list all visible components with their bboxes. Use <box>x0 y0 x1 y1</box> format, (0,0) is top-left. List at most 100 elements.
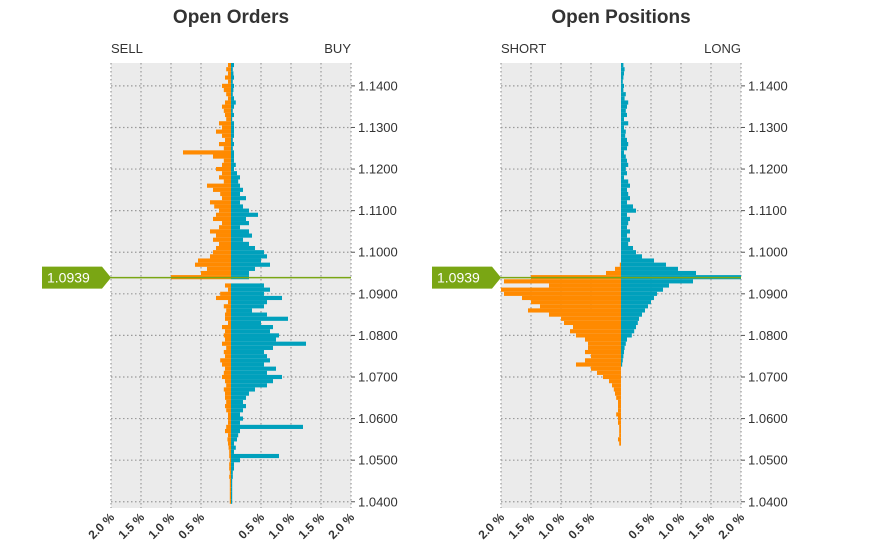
right-bar <box>621 225 627 230</box>
left-bar <box>216 233 231 238</box>
left-bar <box>540 304 621 309</box>
price-tick-label: 1.1000 <box>748 245 788 260</box>
right-bar <box>231 433 239 438</box>
price-tick-label: 1.0500 <box>748 453 788 468</box>
left-bar <box>219 142 231 147</box>
right-bar <box>621 92 626 97</box>
right-bar <box>231 312 267 317</box>
left-bar <box>227 437 231 442</box>
left-bar <box>223 349 231 355</box>
left-bar <box>616 412 621 417</box>
right-bar <box>621 67 625 72</box>
price-tick-label: 1.1400 <box>358 78 398 93</box>
left-bar <box>223 146 231 151</box>
left-bar <box>618 399 621 405</box>
left-bar <box>229 458 231 463</box>
left-bar <box>228 287 231 292</box>
left-bar <box>229 483 231 488</box>
price-tick-label: 1.1300 <box>358 120 398 135</box>
right-bar <box>621 125 624 130</box>
percent-tick-label: 2.0 % <box>326 510 358 542</box>
left-bar <box>501 287 621 292</box>
right-bar <box>621 329 635 334</box>
right-bar <box>231 200 240 205</box>
left-bar <box>228 71 231 76</box>
right-bar <box>621 112 627 118</box>
right-bar <box>621 308 645 313</box>
right-bar <box>621 233 627 238</box>
right-bar <box>231 204 243 209</box>
left-bar <box>619 441 621 446</box>
right-bar <box>621 237 630 242</box>
right-bar <box>231 171 237 176</box>
right-bar <box>231 354 267 359</box>
left-bar <box>210 229 231 234</box>
right-bar <box>231 404 246 409</box>
right-bar <box>231 250 264 255</box>
left-bar <box>222 362 231 367</box>
left-bar <box>228 96 231 101</box>
right-bar <box>621 208 636 213</box>
left-bar <box>603 374 621 380</box>
right-bar <box>231 166 234 172</box>
right-bar <box>621 212 627 217</box>
right-bar <box>231 391 249 396</box>
left-bar <box>229 474 231 479</box>
price-tick-label: 1.0500 <box>358 453 398 468</box>
right-bar <box>621 312 642 317</box>
left-bar <box>223 179 231 184</box>
right-bar <box>621 333 632 338</box>
left-bar <box>619 428 621 434</box>
right-bar <box>231 474 233 479</box>
right-bar <box>231 158 234 163</box>
right-bar <box>231 320 261 326</box>
open-orders-chart: Open Orders SELL BUY 1.14001.13001.12001… <box>42 7 398 542</box>
price-tick-label: 1.1100 <box>358 203 397 218</box>
right-bar <box>231 233 252 238</box>
right-bar <box>621 75 624 80</box>
left-bar <box>573 325 621 330</box>
right-bar <box>621 108 626 113</box>
left-bar <box>229 462 231 467</box>
left-bar <box>222 341 231 346</box>
right-bar <box>231 487 233 492</box>
right-bar <box>231 112 234 118</box>
left-bar <box>207 183 231 188</box>
left-bar <box>219 175 231 180</box>
right-bar <box>621 133 626 138</box>
right-bar <box>621 221 629 226</box>
right-bar <box>231 408 243 413</box>
price-tick-label: 1.0600 <box>358 411 398 426</box>
open-orders-price-axis: 1.1400 1.1300 1.1200 1.1100 1.1000 1.0900 1.08… <box>351 78 398 509</box>
left-bar <box>223 387 231 392</box>
left-bar <box>228 433 231 438</box>
right-bar <box>231 142 234 147</box>
right-bar <box>231 495 233 500</box>
percent-tick-label: 0.5 % <box>176 510 208 542</box>
left-bar <box>588 345 621 350</box>
right-bar <box>621 162 629 167</box>
left-bar <box>219 121 231 126</box>
percent-tick-label: 2.0 % <box>716 510 748 542</box>
left-bar <box>225 329 231 334</box>
left-bar <box>615 266 621 271</box>
left-bar <box>618 416 621 421</box>
left-bar <box>504 279 621 284</box>
left-bar <box>225 379 231 384</box>
right-bar <box>231 491 233 496</box>
right-bar <box>231 437 237 442</box>
price-tick-label: 1.0400 <box>358 494 398 509</box>
right-bar <box>621 191 629 197</box>
right-bar <box>231 162 236 167</box>
left-bar <box>216 166 231 172</box>
left-bar <box>612 383 621 388</box>
left-bar <box>229 478 231 484</box>
right-bar <box>231 291 264 296</box>
right-bar <box>231 221 249 226</box>
left-bar <box>225 112 231 118</box>
right-bar <box>231 478 233 484</box>
right-bar <box>621 79 623 84</box>
right-bar <box>231 462 234 467</box>
left-bar <box>549 312 621 317</box>
left-bar <box>214 204 231 209</box>
